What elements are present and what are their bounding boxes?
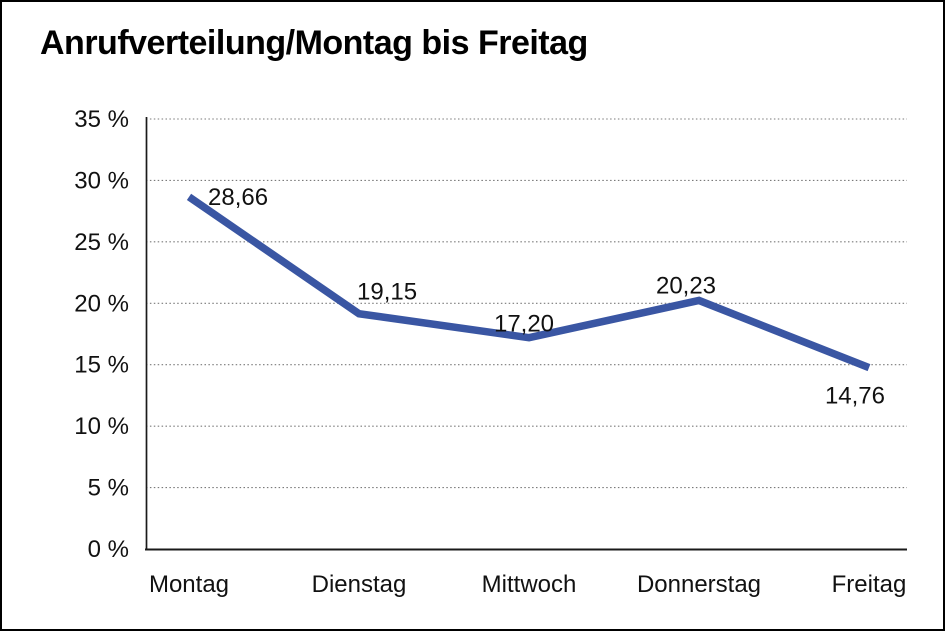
category-label: Freitag [832,571,907,598]
category-label: Montag [149,571,229,598]
data-point-label: 14,76 [825,383,885,410]
data-point-label: 20,23 [656,272,716,299]
category-label: Dienstag [312,571,407,598]
y-tick-label: 5 % [88,475,129,502]
y-tick-label: 20 % [74,290,129,317]
category-label: Mittwoch [482,571,577,598]
data-point-label: 28,66 [208,184,268,211]
chart-title: Anrufverteilung/Montag bis Freitag [40,24,588,62]
y-tick-label: 10 % [74,413,129,440]
data-point-label: 17,20 [494,311,554,338]
y-tick-label: 35 % [74,106,129,133]
data-point-label: 19,15 [357,279,417,306]
y-tick-label: 15 % [74,352,129,379]
category-label: Donnerstag [637,571,761,598]
y-tick-label: 25 % [74,229,129,256]
y-tick-label: 30 % [74,167,129,194]
series-line [186,193,871,372]
y-tick-label: 0 % [88,536,129,563]
